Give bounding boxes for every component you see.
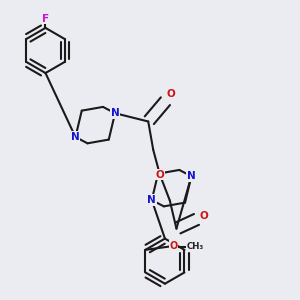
Text: O: O <box>155 169 164 180</box>
Text: N: N <box>187 171 196 181</box>
Text: O: O <box>200 211 208 221</box>
Text: N: N <box>71 132 80 142</box>
Text: CH₃: CH₃ <box>186 242 203 251</box>
Text: N: N <box>111 108 119 118</box>
Text: F: F <box>42 14 49 24</box>
Text: O: O <box>166 89 175 99</box>
Text: N: N <box>147 195 156 205</box>
Text: O: O <box>169 241 178 250</box>
